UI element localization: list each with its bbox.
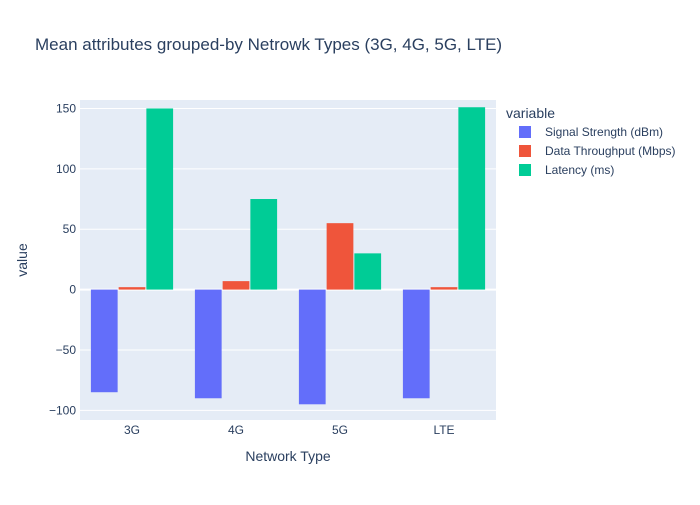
- bar-5g-series-0: [298, 289, 326, 405]
- bar-5g-series-2: [354, 253, 382, 290]
- bar-4g-series-0: [194, 289, 222, 399]
- x-axis-title: Network Type: [245, 448, 331, 464]
- legend: variable Signal Strength (dBm) Data Throu…: [506, 105, 676, 177]
- bars: [90, 107, 486, 405]
- y-tick-label: −50: [56, 343, 77, 357]
- y-tick-label: −100: [49, 403, 76, 417]
- x-tick-label: 5G: [332, 423, 348, 437]
- bar-lte-series-0: [402, 289, 430, 399]
- bar-lte-series-2: [458, 107, 486, 290]
- bar-3g-series-0: [90, 289, 118, 393]
- chart-title: Mean attributes grouped-by Netrowk Types…: [35, 35, 502, 54]
- legend-label: Data Throughput (Mbps): [545, 144, 676, 158]
- bar-5g-series-1: [326, 223, 354, 290]
- y-tick-label: 150: [56, 101, 76, 115]
- legend-swatch: [519, 164, 531, 176]
- y-tick-label: 50: [63, 222, 77, 236]
- x-tick-label: 3G: [124, 423, 140, 437]
- y-tick-label: 0: [69, 283, 76, 297]
- legend-label: Latency (ms): [545, 163, 614, 177]
- bar-4g-series-2: [250, 199, 278, 290]
- legend-swatch: [519, 145, 531, 157]
- bar-3g-series-2: [146, 108, 174, 290]
- x-tick-label: LTE: [433, 423, 454, 437]
- y-axis-ticks: −100 −50 0 50 100 150: [49, 101, 76, 417]
- y-axis-title: value: [14, 243, 30, 277]
- bar-4g-series-1: [222, 281, 250, 290]
- y-tick-label: 100: [56, 162, 76, 176]
- legend-label: Signal Strength (dBm): [545, 125, 663, 139]
- legend-title: variable: [506, 105, 555, 121]
- plot-area: [80, 100, 496, 420]
- bar-lte-series-1: [430, 287, 458, 290]
- legend-items: Signal Strength (dBm) Data Throughput (Mb…: [519, 125, 676, 177]
- bar-3g-series-1: [118, 287, 146, 290]
- x-tick-label: 4G: [228, 423, 244, 437]
- x-axis-ticks: 3G 4G 5G LTE: [124, 423, 455, 437]
- legend-swatch: [519, 126, 531, 138]
